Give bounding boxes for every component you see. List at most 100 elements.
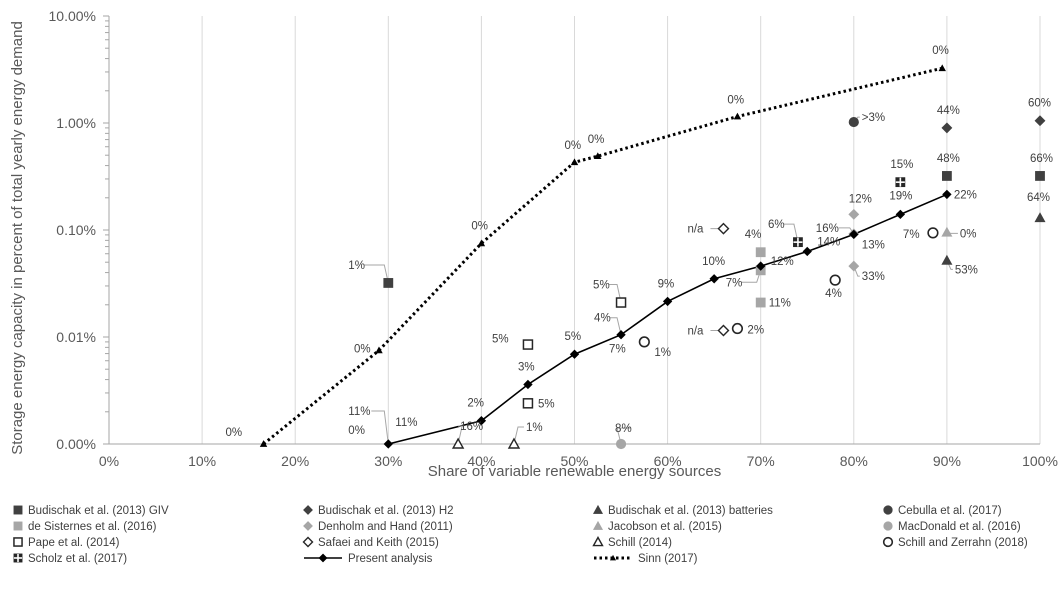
marker-diamond-filled	[303, 521, 313, 531]
marker-diamond	[303, 505, 313, 515]
data-label: 44%	[937, 105, 960, 117]
marker-square-filled	[755, 247, 766, 258]
marker-diamond	[662, 296, 673, 307]
marker-triangle-open	[507, 437, 521, 449]
marker-square	[1035, 171, 1045, 181]
marker-diamond-filled	[662, 296, 673, 307]
data-label: 2%	[467, 398, 484, 410]
x-tick-label: 90%	[933, 453, 961, 469]
marker-triangle-filled-small	[594, 152, 602, 160]
series-line	[262, 66, 943, 446]
legend-item: Budischak et al. (2013) GIV	[13, 505, 169, 517]
data-label: 14%	[817, 236, 840, 248]
data-label: 7%	[903, 229, 920, 241]
marker-circle-open	[927, 227, 939, 239]
marker-triangle-filled	[1034, 212, 1046, 223]
marker-diamond-filled	[383, 439, 393, 449]
legend-item: Cebulla et al. (2017)	[883, 505, 1002, 517]
data-label: 2%	[747, 325, 764, 337]
legend-label: Budischak et al. (2013) batteries	[608, 505, 773, 517]
data-label: 10%	[702, 256, 725, 268]
marker-circle	[615, 438, 627, 450]
data-label: 0%	[565, 140, 582, 152]
marker-triangle	[733, 112, 742, 120]
data-label: 12%	[849, 193, 872, 205]
marker-diamond	[476, 416, 487, 426]
marker-circle-open	[882, 536, 894, 548]
marker-diamond-filled	[476, 416, 487, 426]
data-label: 53%	[955, 264, 978, 276]
marker-square	[615, 297, 627, 308]
marker-diamond-open	[717, 324, 730, 337]
label-leader-line	[457, 425, 463, 445]
marker-circle	[829, 274, 841, 286]
marker-triangle	[570, 158, 579, 166]
marker-triangle	[451, 437, 465, 449]
marker-circle-open	[731, 322, 744, 335]
marker-square-open	[522, 339, 534, 350]
data-label: 12%	[771, 256, 794, 268]
y-tick-label: 0.10%	[56, 222, 96, 238]
y-axis-title: Storage energy capacity in percent of to…	[9, 21, 26, 455]
legend-label: Schill (2014)	[608, 537, 672, 549]
y-tick-label: 10.00%	[49, 8, 96, 24]
data-label: 8%	[615, 423, 632, 435]
marker-square-filled	[383, 278, 394, 288]
marker-square	[942, 171, 952, 181]
legend-item: Jacobson et al. (2015)	[592, 520, 722, 533]
legend-label: de Sisternes et al. (2016)	[28, 521, 157, 533]
series-lines	[262, 66, 948, 446]
axes	[103, 15, 1040, 445]
marker-square-filled	[13, 521, 23, 531]
marker-diamond-open	[302, 536, 314, 548]
data-label: 11%	[395, 417, 417, 429]
marker-square-filled	[13, 505, 23, 515]
label-leader-line	[610, 317, 622, 335]
marker-diamond-filled	[848, 208, 860, 220]
data-label: 9%	[658, 278, 675, 290]
x-tick-label: 80%	[840, 453, 868, 469]
x-tick-label: 30%	[374, 453, 402, 469]
marker-triangle	[592, 520, 604, 530]
legend-label: Budischak et al. (2013) GIV	[28, 505, 169, 517]
data-label: 5%	[565, 331, 582, 343]
marker-diamond-filled	[569, 349, 580, 359]
series-line	[388, 193, 948, 445]
legend-label: Budischak et al. (2013) H2	[318, 505, 454, 517]
marker-circle	[927, 227, 939, 239]
legend-item: Scholz et al. (2017)	[13, 553, 127, 565]
marker-diamond	[616, 330, 626, 340]
legend-item: Budischak et al. (2013) batteries	[592, 504, 773, 517]
marker-circle-open	[829, 274, 841, 286]
legend-item: MacDonald et al. (2016)	[883, 521, 1021, 533]
data-labels: 1% 48% 66% 44% 60% 53% 64% >3% 4% 7% 11% 12% 16% 33% 0…	[226, 45, 1053, 439]
marker-square	[13, 505, 23, 515]
label-leader-line	[783, 223, 799, 243]
data-label: 1%	[526, 422, 543, 434]
data-label: 7%	[726, 277, 743, 289]
marker-diamond-filled	[848, 260, 860, 272]
data-label: 5%	[538, 398, 555, 410]
marker-square	[522, 339, 534, 350]
marker-diamond	[318, 553, 328, 563]
legend-item: Schill (2014)	[592, 536, 672, 549]
y-tick-label: 1.00%	[56, 115, 96, 131]
data-label: 0%	[354, 343, 371, 355]
data-label: 60%	[1028, 98, 1051, 110]
data-label: 1%	[654, 347, 671, 359]
marker-diamond-filled	[616, 330, 626, 340]
data-label: n/a	[687, 326, 704, 338]
data-label: 5%	[492, 334, 509, 346]
marker-diamond	[383, 439, 393, 449]
marker-circle	[848, 116, 859, 128]
marker-diamond-filled	[709, 274, 719, 284]
x-tick-label: 60%	[654, 453, 682, 469]
label-leader-line	[364, 264, 389, 284]
data-label: 0%	[226, 427, 243, 439]
marker-diamond-open	[717, 222, 730, 235]
legend-label: Safaei and Keith (2015)	[318, 537, 439, 549]
data-label: n/a	[687, 224, 704, 236]
marker-triangle	[592, 504, 604, 514]
legend-label: Pape et al. (2014)	[28, 537, 120, 549]
